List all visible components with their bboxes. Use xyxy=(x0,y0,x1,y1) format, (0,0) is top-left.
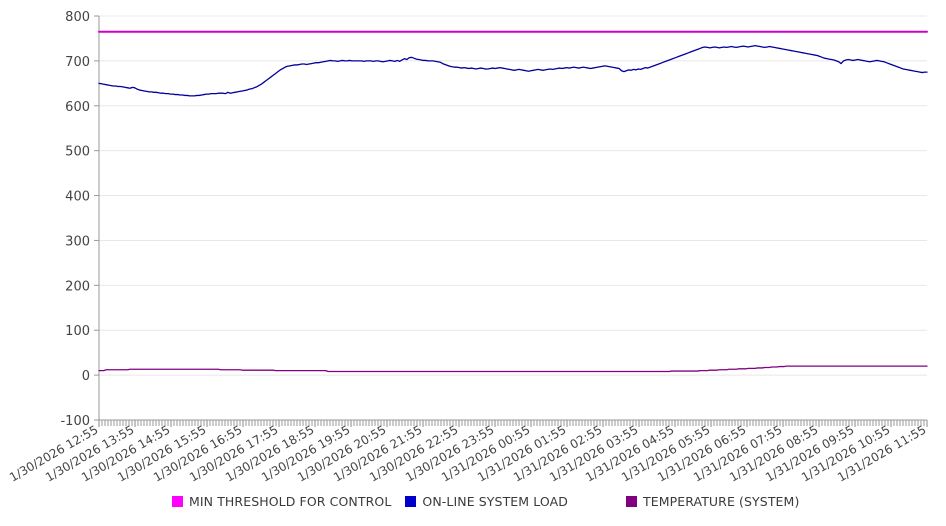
svg-text:200: 200 xyxy=(65,279,90,294)
svg-text:400: 400 xyxy=(65,190,90,205)
legend-item-temperature-system[interactable]: TEMPERATURE (SYSTEM) xyxy=(625,494,800,509)
legend-label-min-threshold-for-control: MIN THRESHOLD FOR CONTROL xyxy=(189,494,392,509)
svg-text:100: 100 xyxy=(65,324,90,339)
legend-swatch-on-line-system-load xyxy=(405,496,417,507)
axis-lines xyxy=(94,15,928,427)
svg-text:600: 600 xyxy=(65,100,90,115)
legend-label-on-line-system-load: ON-LINE SYSTEM LOAD xyxy=(422,494,568,509)
chart-legend: MIN THRESHOLD FOR CONTROL ON-LINE SYSTEM… xyxy=(0,494,946,509)
svg-text:800: 800 xyxy=(65,10,90,25)
grid-lines xyxy=(99,15,927,421)
legend-item-min-threshold-for-control[interactable]: MIN THRESHOLD FOR CONTROL xyxy=(172,494,391,509)
svg-text:300: 300 xyxy=(65,234,90,249)
legend-swatch-min-threshold-for-control xyxy=(172,496,183,507)
series-line-2 xyxy=(98,365,928,373)
legend-label-temperature-system: TEMPERATURE (SYSTEM) xyxy=(642,494,800,509)
x-axis-tick-labels: 1/30/2026 12:551/30/2026 13:551/30/2026 … xyxy=(7,422,929,484)
svg-text:700: 700 xyxy=(65,55,90,70)
data-series-lines xyxy=(98,30,928,373)
legend-item-on-line-system-load[interactable]: ON-LINE SYSTEM LOAD xyxy=(405,494,568,509)
svg-text:0: 0 xyxy=(82,369,90,384)
y-axis-tick-labels: -100 0 100 200 300 400 500 600 700 800 xyxy=(60,10,90,429)
series-line-1 xyxy=(98,44,928,97)
svg-text:-100: -100 xyxy=(60,414,90,429)
svg-text:500: 500 xyxy=(65,145,90,160)
legend-swatch-temperature-system xyxy=(625,496,637,507)
